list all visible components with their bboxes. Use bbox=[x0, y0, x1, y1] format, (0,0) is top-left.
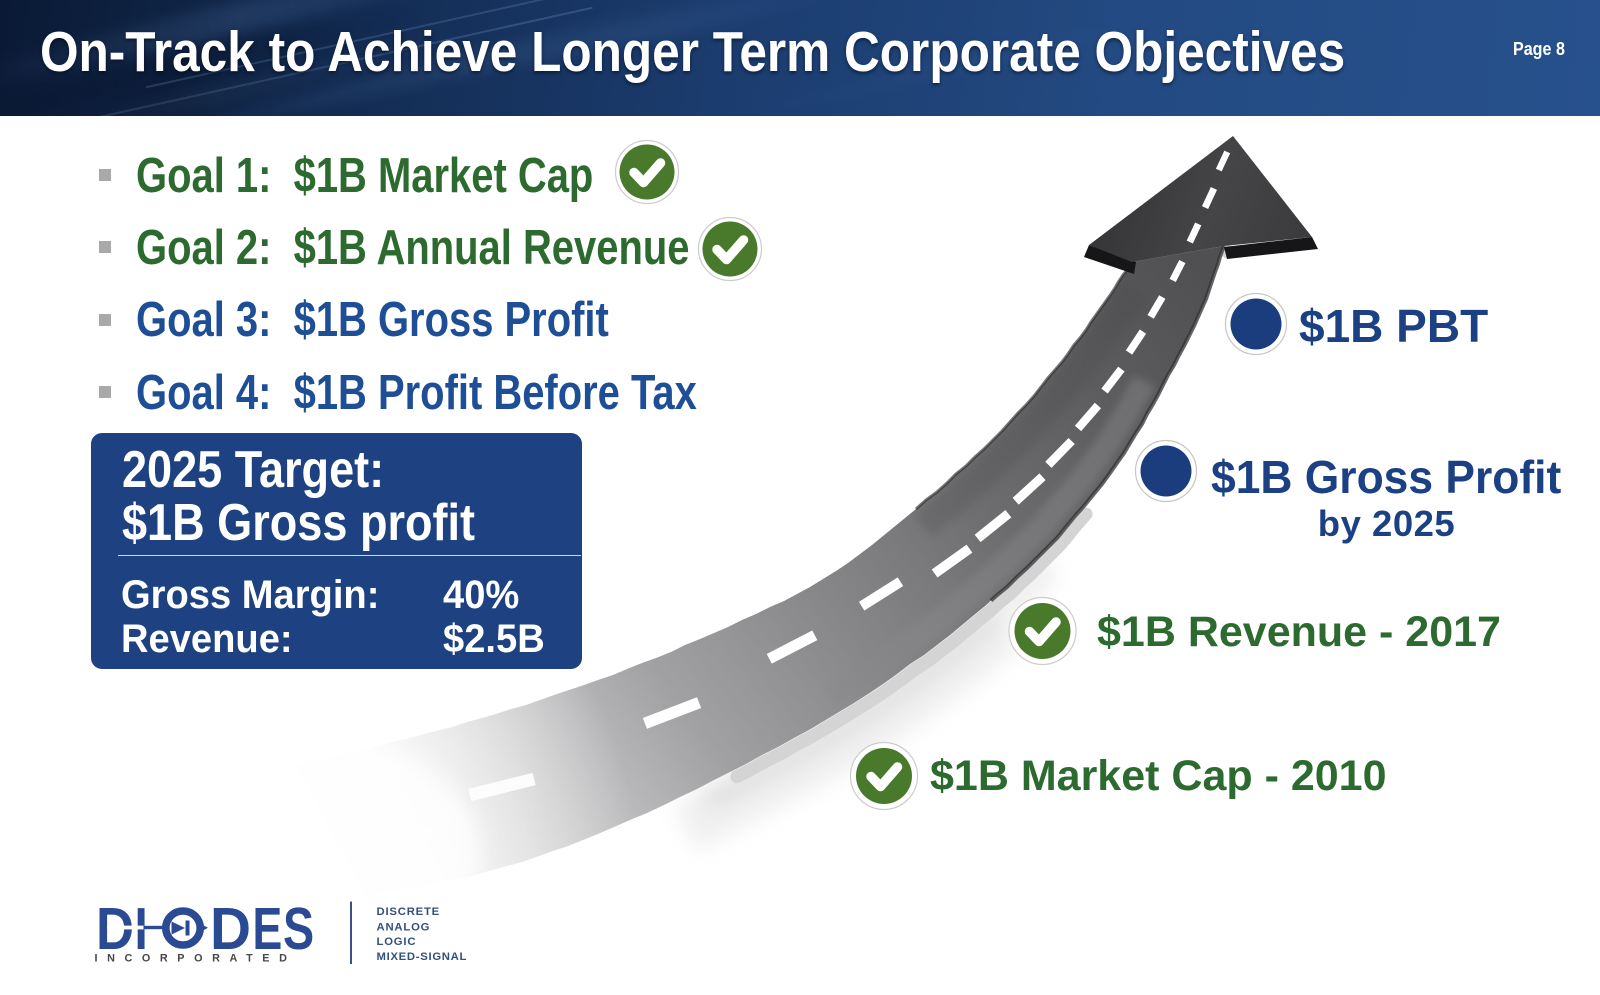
svg-text:DISCRETE: DISCRETE bbox=[377, 906, 441, 918]
svg-text:D: D bbox=[210, 896, 251, 962]
svg-text:S: S bbox=[283, 897, 314, 963]
svg-text:ANALOG: ANALOG bbox=[377, 922, 431, 934]
svg-text:MIXED-SIGNAL: MIXED-SIGNAL bbox=[377, 951, 468, 963]
svg-text:INCORPORATED: INCORPORATED bbox=[95, 953, 297, 965]
svg-text:E: E bbox=[253, 896, 283, 963]
svg-text:LOGIC: LOGIC bbox=[377, 936, 417, 948]
